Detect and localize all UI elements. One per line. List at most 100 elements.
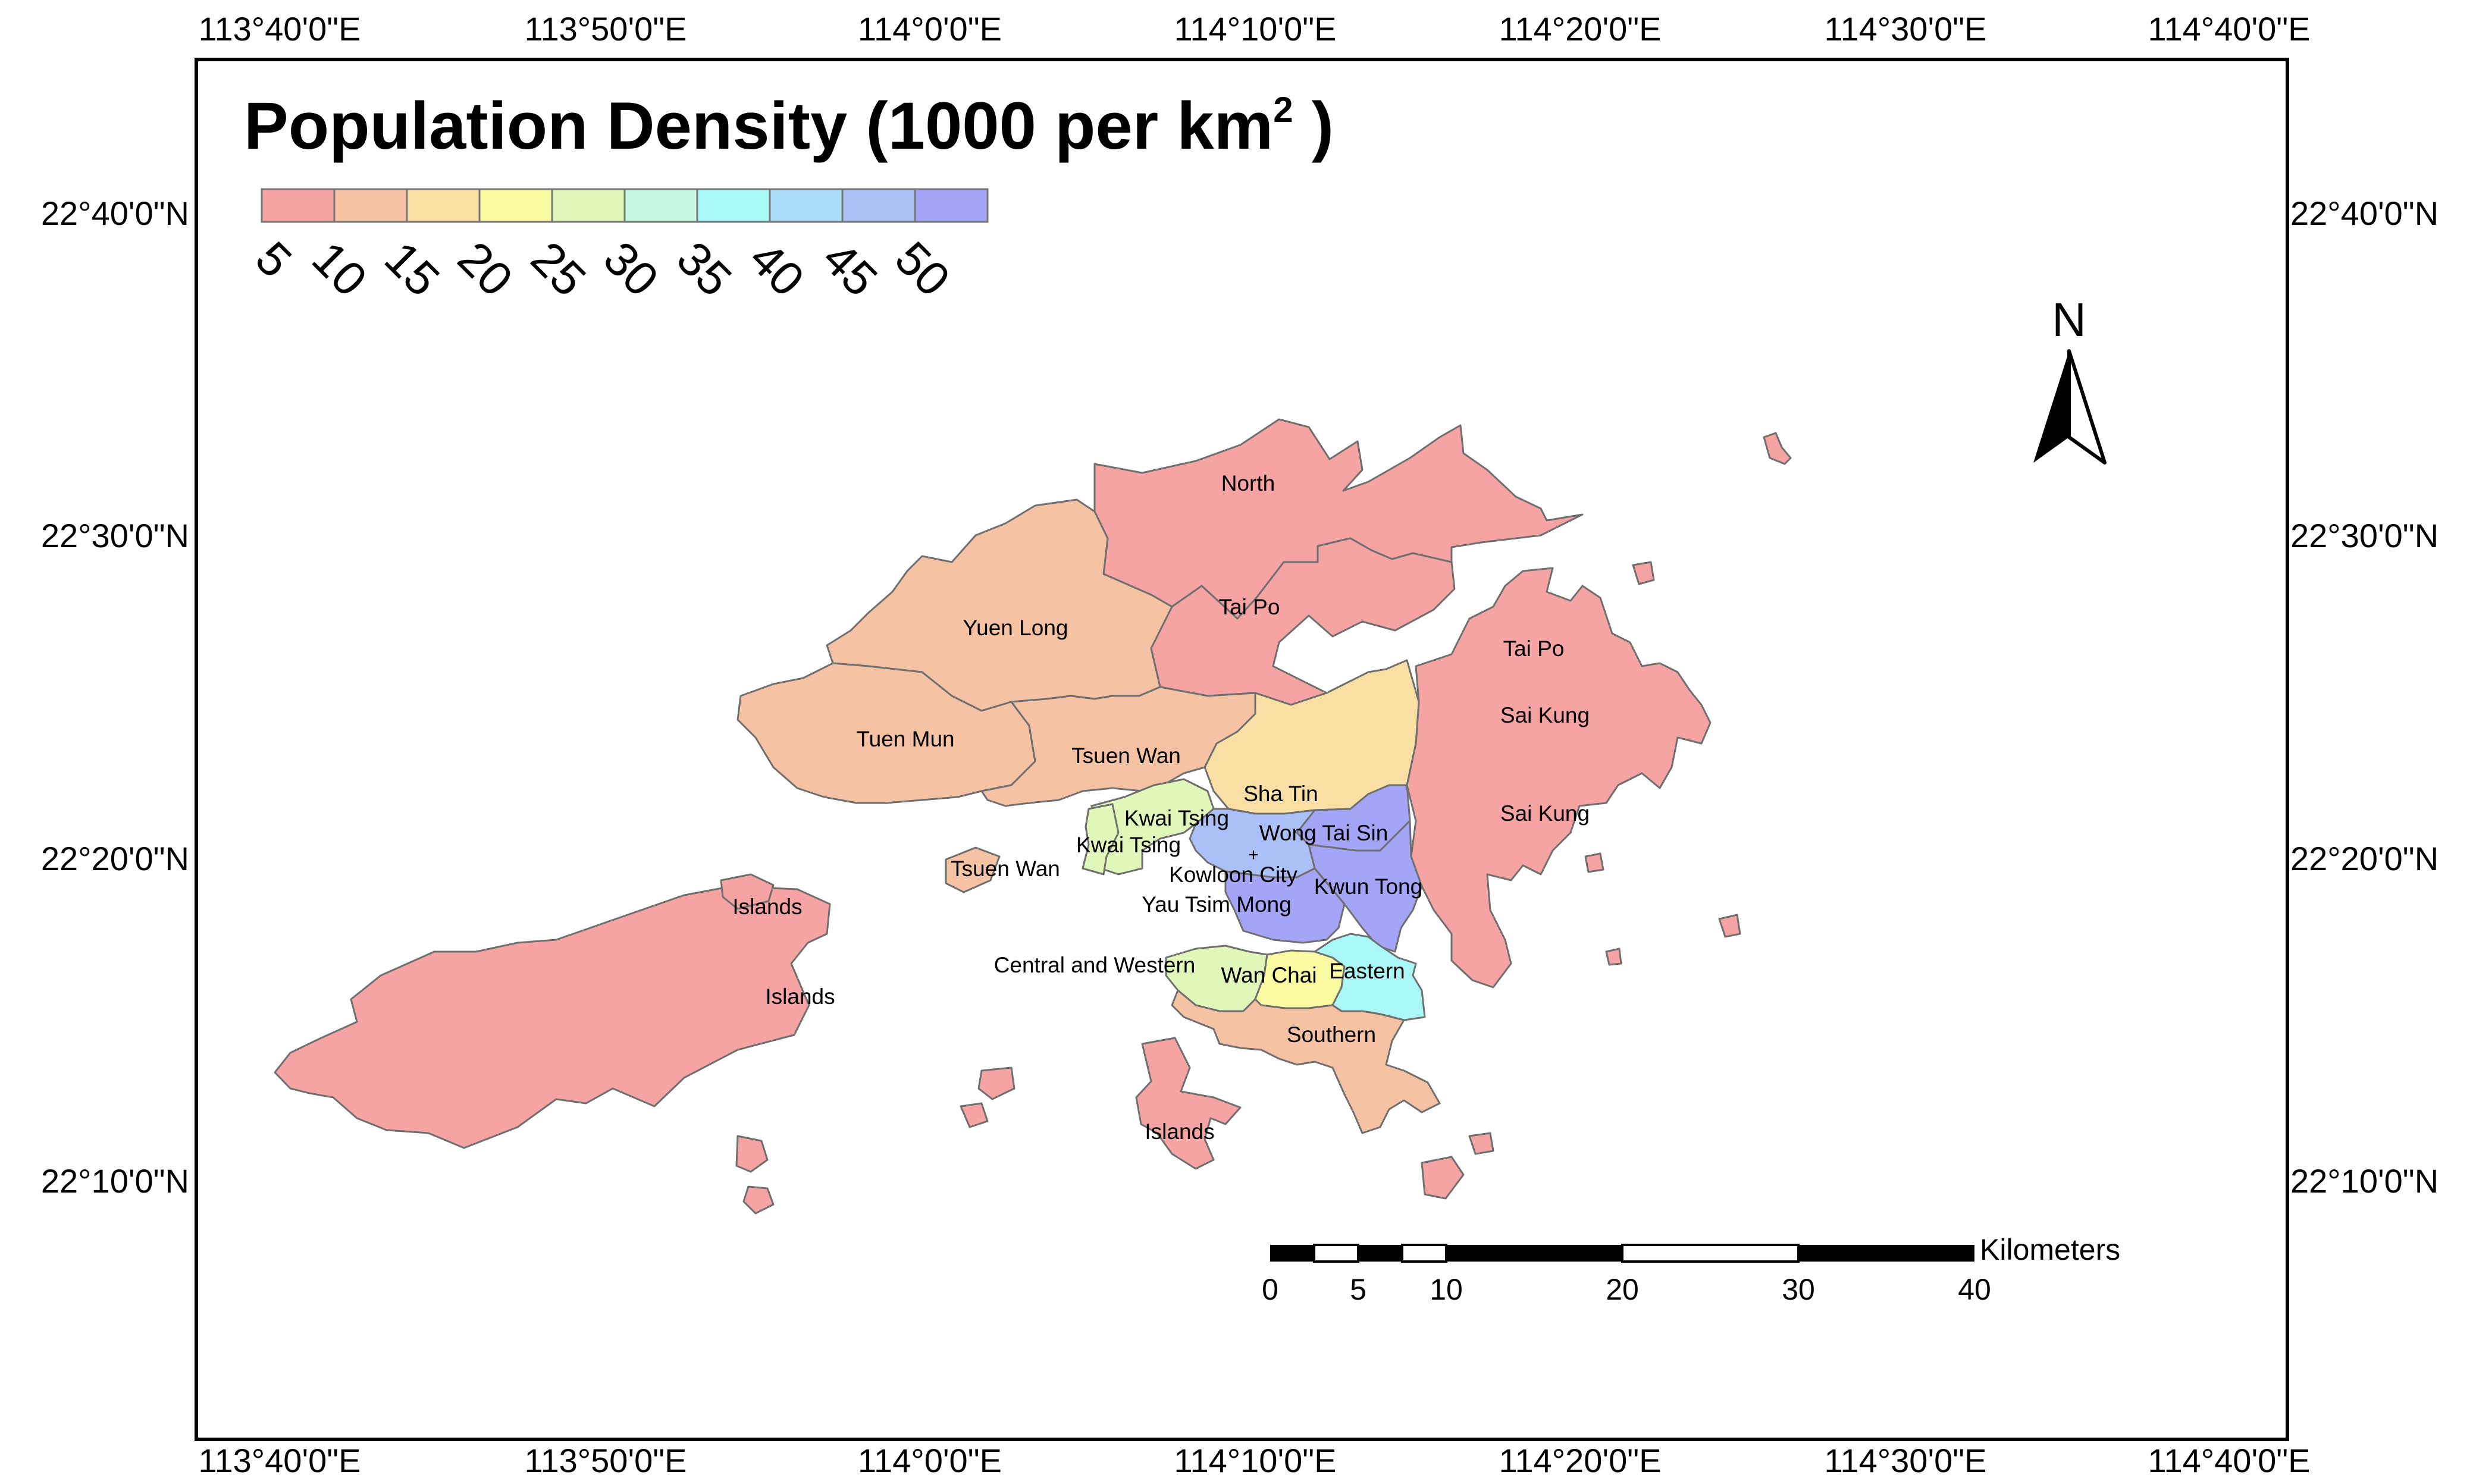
label-wong-tai-sin: Wong Tai Sin — [1259, 821, 1388, 845]
district-labels: North Tai Po Tai Po Yuen Long Tuen Mun T… — [732, 471, 1590, 1144]
left-latitude-labels: 22°40'0"N 22°30'0"N 22°20'0"N 22°10'0"N — [41, 194, 189, 1200]
title-end: ) — [1293, 89, 1334, 163]
bottom-longitude-labels: 113°40'0"E 113°50'0"E 114°0'0"E 114°10'0… — [198, 1442, 2310, 1479]
scale-tick-label: 30 — [1782, 1273, 1815, 1306]
label-sai-kung: Sai Kung — [1500, 703, 1590, 727]
lon-label: 114°0'0"E — [858, 1442, 1002, 1479]
lon-label: 114°10'0"E — [1174, 10, 1336, 48]
district-sai-kung-islet — [1718, 914, 1741, 938]
lat-label: 22°10'0"N — [2290, 1162, 2438, 1200]
label-kwai-tsing: Kwai Tsing — [1076, 833, 1181, 857]
legend-swatch — [769, 188, 844, 223]
label-tsuen-wan: Tsuen Wan — [1071, 743, 1181, 768]
legend-swatch — [841, 188, 916, 223]
legend-swatch — [551, 188, 626, 223]
label-north: North — [1221, 471, 1275, 495]
district-islands-lamma — [1135, 1037, 1242, 1170]
hong-kong-map: + North Tai Po Tai Po Yuen Long Tuen Mun… — [274, 418, 1792, 1215]
title-main: Population Density (1000 per km — [244, 89, 1273, 163]
label-wan-chai: Wan Chai — [1221, 963, 1317, 987]
label-tuen-mun: Tuen Mun — [856, 727, 954, 751]
lat-label: 22°30'0"N — [41, 517, 189, 554]
lat-label: 22°10'0"N — [41, 1162, 189, 1200]
scale-tick-label: 10 — [1430, 1273, 1463, 1306]
district-yau-tsim-mong — [1224, 867, 1346, 944]
lat-label: 22°40'0"N — [2290, 194, 2438, 232]
north-label: N — [2052, 293, 2086, 346]
label-central-western: Central and Western — [994, 953, 1196, 977]
legend-swatch — [406, 188, 481, 223]
scale-bar-segment — [1621, 1244, 1800, 1263]
label-sha-tin: Sha Tin — [1243, 782, 1318, 806]
lon-label: 114°10'0"E — [1174, 1442, 1336, 1479]
scale-tick-label: 0 — [1262, 1273, 1278, 1306]
district-kwai-tsing-island — [1082, 803, 1120, 876]
lon-label: 114°40'0"E — [2148, 10, 2310, 48]
district-sai-kung-islet — [1605, 947, 1622, 966]
lon-label: 113°50'0"E — [524, 10, 687, 48]
title-superscript: 2 — [1273, 90, 1293, 130]
label-southern: Southern — [1287, 1022, 1376, 1047]
label-yuen-long: Yuen Long — [963, 616, 1068, 640]
label-yau-tsim-mong: Yau Tsim Mong — [1142, 892, 1292, 917]
district-sai-kung-islet — [1584, 852, 1604, 873]
legend-swatch — [261, 188, 336, 223]
scale-bar-segment — [1270, 1245, 1314, 1262]
legend-swatch — [623, 188, 698, 223]
label-kwai-tsing: Kwai Tsing — [1124, 806, 1229, 830]
lon-label: 113°40'0"E — [198, 10, 361, 48]
label-tai-po: Tai Po — [1503, 636, 1565, 661]
label-tai-po: Tai Po — [1219, 595, 1280, 619]
lon-label: 113°40'0"E — [198, 1442, 361, 1479]
scale-tick-label: 40 — [1958, 1273, 1991, 1306]
label-eastern: Eastern — [1329, 959, 1405, 983]
district-islands-west — [720, 873, 775, 910]
scale-bar-segment — [1798, 1245, 1974, 1262]
district-islands-islet — [1421, 1156, 1465, 1200]
legend-swatch — [478, 188, 553, 223]
scale-bar-segment — [1358, 1245, 1402, 1262]
district-eastern — [1314, 933, 1426, 1021]
scale-tick-label: 5 — [1350, 1273, 1366, 1306]
district-islands-islet — [960, 1102, 989, 1128]
lon-label: 114°20'0"E — [1499, 1442, 1661, 1479]
scale-bar-segment — [1446, 1245, 1622, 1262]
lon-label: 113°50'0"E — [524, 1442, 687, 1479]
lat-label: 22°20'0"N — [41, 840, 189, 877]
lat-label: 22°40'0"N — [41, 194, 189, 232]
map-title: Population Density (1000 per km2 ) — [244, 89, 1334, 163]
district-tsuen-wan-islet — [945, 846, 1001, 893]
scale-bar-segment — [1401, 1244, 1447, 1263]
lon-label: 114°40'0"E — [2148, 1442, 2310, 1479]
scale-bar-segment — [1313, 1244, 1359, 1263]
label-kwun-tong: Kwun Tong — [1314, 874, 1422, 899]
district-islands-lantau — [274, 885, 831, 1149]
label-islands: Islands — [1145, 1119, 1214, 1144]
north-arrow: N — [2033, 293, 2107, 465]
district-islands-islet — [1468, 1132, 1494, 1155]
top-longitude-labels: 113°40'0"E 113°50'0"E 114°0'0"E 114°10'0… — [198, 10, 2310, 48]
scale-bar: Kilometers 0 5 10 20 30 40 — [1262, 1233, 2120, 1306]
lon-label: 114°0'0"E — [858, 10, 1002, 48]
district-islands-islet — [735, 1135, 769, 1173]
scale-tick-label: 20 — [1606, 1273, 1639, 1306]
district-southern — [1171, 989, 1441, 1134]
scale-unit: Kilometers — [1980, 1233, 2120, 1266]
district-sai-kung-islet — [1632, 561, 1655, 585]
north-arrow-icon — [2033, 349, 2107, 465]
lon-label: 114°30'0"E — [1824, 10, 1986, 48]
label-islands: Islands — [732, 895, 802, 919]
label-sai-kung: Sai Kung — [1500, 801, 1590, 826]
district-sai-kung — [1406, 567, 1712, 989]
lat-label: 22°30'0"N — [2290, 517, 2438, 554]
lat-label: 22°20'0"N — [2290, 840, 2438, 877]
center-marker-icon: + — [1248, 845, 1259, 865]
district-north-islet — [1763, 432, 1792, 465]
district-tsuen-wan — [980, 686, 1256, 807]
lon-label: 114°30'0"E — [1824, 1442, 1986, 1479]
label-islands: Islands — [765, 984, 835, 1009]
legend-swatch — [333, 188, 408, 223]
district-islands-islet — [977, 1066, 1015, 1100]
label-tsuen-wan: Tsuen Wan — [951, 856, 1060, 881]
